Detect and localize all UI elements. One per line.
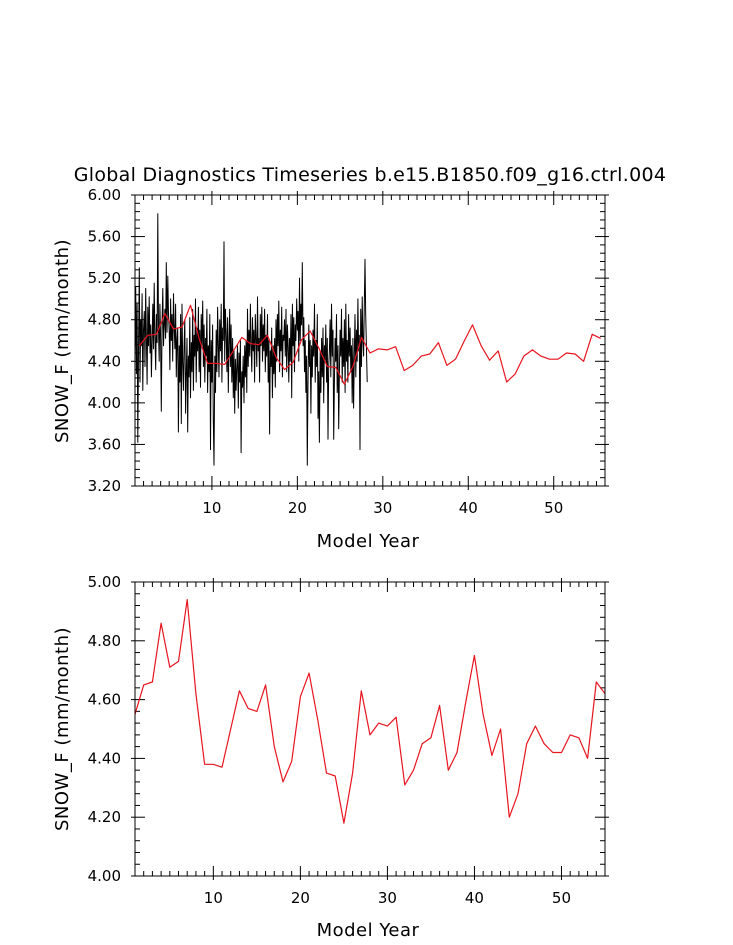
- y-tick-label: 4.80: [88, 632, 121, 650]
- top-timeseries-chart: Global Diagnostics Timeseries b.e15.B185…: [52, 164, 666, 552]
- series-line-annual-mean: [138, 304, 601, 385]
- x-tick-label: 10: [202, 499, 221, 517]
- y-tick-label: 4.40: [88, 352, 121, 370]
- y-tick-label: 4.40: [88, 749, 121, 767]
- x-tick-label: 20: [288, 499, 307, 517]
- x-tick-label: 20: [291, 889, 310, 907]
- series-line-monthly: [134, 213, 368, 466]
- x-axis-label: Model Year: [317, 920, 420, 941]
- y-tick-label: 4.60: [88, 691, 121, 709]
- x-tick-label: 10: [204, 889, 223, 907]
- x-tick-label: 30: [373, 499, 392, 517]
- x-tick-label: 30: [378, 889, 397, 907]
- y-tick-label: 4.20: [88, 808, 121, 826]
- y-tick-label: 4.80: [88, 311, 121, 329]
- y-tick-label: 3.20: [88, 477, 121, 495]
- x-axis-label: Model Year: [317, 531, 420, 552]
- x-tick-label: 50: [544, 499, 563, 517]
- y-tick-label: 6.00: [88, 186, 121, 204]
- chart-title: Global Diagnostics Timeseries b.e15.B185…: [74, 164, 667, 186]
- y-tick-label: 5.00: [88, 573, 121, 591]
- x-tick-label: 50: [552, 889, 571, 907]
- plot-frame: [134, 581, 606, 877]
- x-tick-label: 40: [459, 499, 478, 517]
- y-tick-label: 3.60: [88, 435, 121, 453]
- bottom-annual-chart: 4.00 4.20 4.40 4.60 4.80 5.00 10 20 30 40 50 Model…: [52, 573, 609, 941]
- series-line-annual-mean: [134, 598, 606, 824]
- y-tick-label: 5.60: [88, 228, 121, 246]
- y-axis-label: SNOW_F (mm/month): [52, 239, 73, 443]
- x-tick-label: 40: [465, 889, 484, 907]
- y-tick-label: 4.00: [88, 394, 121, 412]
- y-tick-label: 5.20: [88, 269, 121, 287]
- y-tick-label: 4.00: [88, 867, 121, 885]
- y-axis-label: SNOW_F (mm/month): [52, 627, 73, 831]
- plot-frame: [134, 194, 606, 487]
